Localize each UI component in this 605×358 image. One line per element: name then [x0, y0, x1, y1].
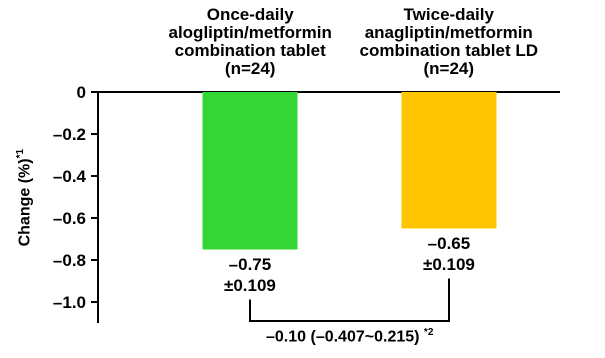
- bracket-line: [249, 278, 450, 322]
- data-label-line: –0.65: [427, 233, 471, 253]
- category-label: Twice-daily anagliptin/metformin combinati…: [360, 6, 539, 78]
- y-tick-label: 0: [77, 83, 86, 102]
- difference-bracket: [249, 278, 450, 322]
- difference-label: –0.10 (–0.407~0.215) *2: [266, 327, 434, 346]
- y-tick-label: –0.4: [53, 167, 87, 186]
- category-label: Once-daily alogliptin/metformin combinatio…: [169, 6, 332, 78]
- data-label-line: ±0.109: [224, 275, 276, 295]
- y-tick-label: –0.2: [53, 125, 86, 144]
- category-label-line: (n=24): [423, 59, 475, 78]
- data-label-line: –0.75: [228, 254, 272, 274]
- data-label: –0.65 ±0.109: [423, 233, 475, 275]
- category-label-line: alogliptin/metformin: [168, 23, 332, 42]
- category-label-line: Once-daily: [206, 5, 294, 24]
- bar: [401, 92, 497, 229]
- data-label: –0.75 ±0.109: [224, 254, 276, 296]
- y-tick-label: –0.6: [53, 209, 86, 228]
- y-tick-label: –1.0: [53, 293, 86, 312]
- category-label-line: (n=24): [224, 59, 276, 78]
- category-label-line: combination tablet LD: [359, 41, 539, 60]
- category-label-line: combination tablet: [174, 41, 326, 60]
- y-axis-label-note: *1: [14, 148, 26, 159]
- y-axis-label: Change (%)*1: [14, 148, 33, 247]
- bar: [202, 92, 298, 250]
- bars: [202, 92, 497, 250]
- y-axis: 0 –0.2 –0.4 –0.6 –0.8 –1.0: [53, 83, 560, 323]
- category-label-line: anagliptin/metformin: [364, 23, 533, 42]
- category-label-line: Twice-daily: [403, 5, 494, 24]
- difference-note: *2: [423, 327, 434, 338]
- data-label-line: ±0.109: [423, 254, 475, 274]
- y-tick-label: –0.8: [53, 251, 86, 270]
